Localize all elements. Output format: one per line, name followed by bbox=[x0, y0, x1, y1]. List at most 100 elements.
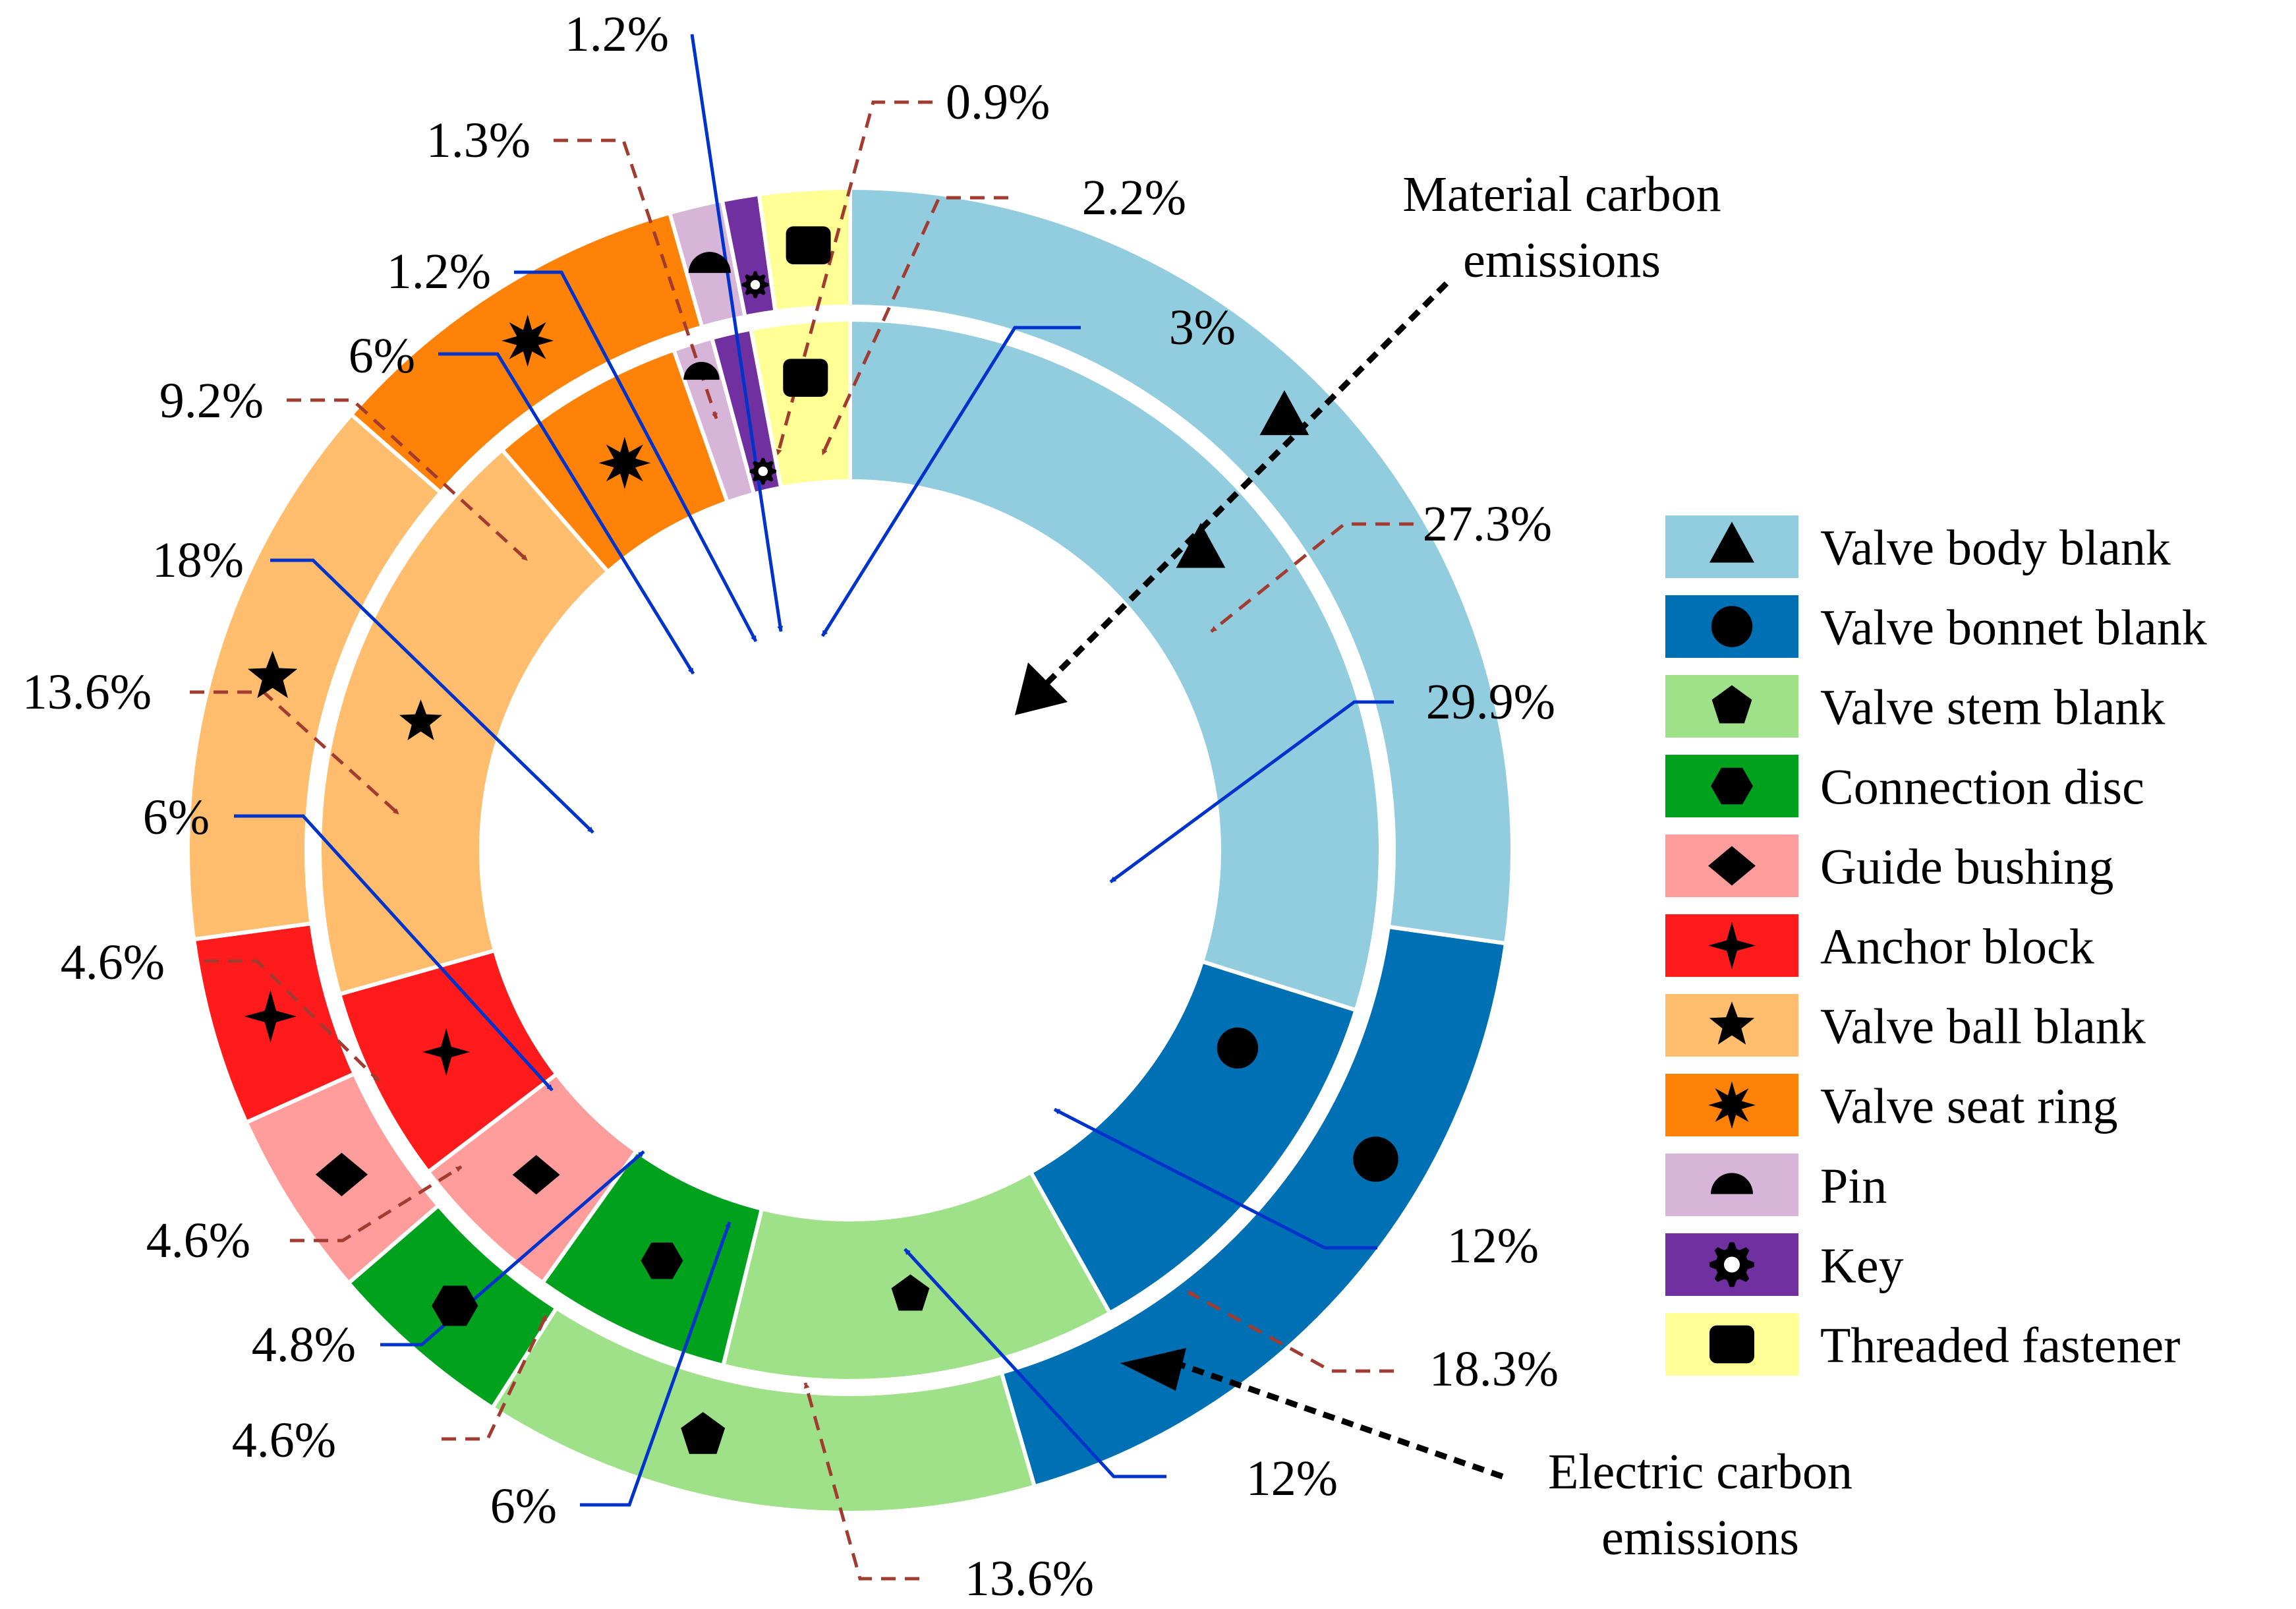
legend-label: Threaded fastener bbox=[1820, 1318, 2180, 1374]
legend-label: Pin bbox=[1820, 1159, 1887, 1214]
legend-item-valve-seat-ring: Valve seat ring bbox=[1665, 1074, 2118, 1136]
legend-item-valve-body-blank: Valve body blank bbox=[1665, 515, 2171, 578]
legend-hexagon-icon bbox=[1711, 767, 1753, 805]
outer-label-valve-bonnet-blank: 18.3% bbox=[1429, 1341, 1559, 1397]
inner-label-threaded-fastener: 3% bbox=[1169, 300, 1236, 355]
inner-label-anchor-block: 6% bbox=[143, 790, 210, 845]
outer-leader-valve-bonnet-blank bbox=[1187, 1290, 1394, 1373]
inner-leader-valve-seat-ring bbox=[438, 352, 695, 675]
inner-valve-bonnet-blank-circle-icon bbox=[1217, 1027, 1259, 1069]
inner-leader-pin bbox=[514, 270, 758, 643]
inner-threaded-fastener-rounded-square-icon bbox=[783, 359, 828, 397]
inner-leader-threaded-fastener bbox=[820, 326, 1081, 637]
legend-label: Guide bushing bbox=[1820, 840, 2113, 895]
legend-item-connection-disc: Connection disc bbox=[1665, 755, 2144, 817]
inner-leader-connection-disc bbox=[580, 1221, 732, 1507]
outer-leader-valve-stem-blank bbox=[803, 1382, 919, 1581]
inner-leader-valve-stem-blank bbox=[904, 1248, 1166, 1478]
legend-four-point-star-icon bbox=[1708, 922, 1756, 970]
material-label-line2: emissions bbox=[1463, 233, 1661, 288]
inner-leader-valve-ball-blank bbox=[270, 558, 594, 834]
inner-slice-valve-body-blank bbox=[848, 317, 1383, 1013]
inner-slice-valve-ball-blank bbox=[318, 447, 611, 997]
outer-leader-valve-seat-ring bbox=[287, 398, 529, 562]
inner-label-valve-seat-ring: 6% bbox=[349, 328, 415, 384]
outer-leader-key bbox=[776, 100, 933, 455]
slice-markers bbox=[244, 226, 1398, 1454]
material-label-line1: Material carbon bbox=[1402, 167, 1721, 222]
electric-pointer bbox=[1178, 1361, 1504, 1480]
legend-circle-icon bbox=[1711, 606, 1753, 647]
electric-arrowhead bbox=[1120, 1348, 1186, 1391]
legend-item-pin: Pin bbox=[1665, 1154, 1887, 1216]
outer-label-connection-disc: 4.6% bbox=[232, 1413, 336, 1468]
inner-label-valve-bonnet-blank: 12% bbox=[1447, 1218, 1539, 1273]
inner-valve-stem-blank-pentagon-icon bbox=[891, 1274, 930, 1311]
inner-guide-bushing-diamond-icon bbox=[512, 1155, 560, 1195]
outer-valve-ball-blank-five-point-star-icon bbox=[247, 651, 298, 699]
inner-valve-ball-blank-five-point-star-icon bbox=[399, 699, 442, 741]
legend-gear-icon bbox=[1709, 1242, 1754, 1287]
outer-label-valve-ball-blank: 13.6% bbox=[22, 664, 152, 720]
inner-label-valve-body-blank: 29.9% bbox=[1426, 674, 1555, 730]
inner-leader-key bbox=[690, 34, 784, 632]
legend: Valve body blank Valve bonnet blank Valve … bbox=[1665, 515, 2207, 1376]
inner-label-connection-disc: 6% bbox=[490, 1478, 557, 1534]
legend-label: Valve seat ring bbox=[1820, 1079, 2118, 1134]
outer-label-valve-seat-ring: 9.2% bbox=[159, 373, 264, 428]
legend-item-valve-stem-blank: Valve stem blank bbox=[1665, 675, 2165, 738]
outer-guide-bushing-diamond-icon bbox=[315, 1152, 368, 1196]
inner-ring bbox=[318, 317, 1383, 1383]
outer-threaded-fastener-rounded-square-icon bbox=[786, 226, 831, 264]
legend-label: Key bbox=[1820, 1239, 1904, 1294]
inner-pin-semicircle-icon bbox=[683, 361, 720, 380]
outer-valve-stem-blank-pentagon-icon bbox=[681, 1412, 726, 1454]
leader-lines bbox=[190, 34, 1414, 1581]
outer-label-valve-body-blank: 27.3% bbox=[1423, 496, 1552, 552]
legend-label: Valve stem blank bbox=[1820, 680, 2165, 736]
legend-item-anchor-block: Anchor block bbox=[1665, 914, 2094, 977]
inner-leader-anchor-block bbox=[234, 814, 554, 1092]
legend-label: Valve bonnet blank bbox=[1820, 600, 2207, 656]
material-arrowhead bbox=[1015, 662, 1068, 715]
outer-label-guide-bushing: 4.6% bbox=[146, 1213, 250, 1268]
electric-annotation: Electric carbon emissions bbox=[1120, 1348, 1852, 1565]
outer-label-pin: 1.3% bbox=[426, 113, 531, 168]
inner-valve-seat-ring-eight-point-star-icon bbox=[598, 436, 651, 489]
outer-label-key: 0.9% bbox=[946, 74, 1050, 130]
legend-semicircle-icon bbox=[1711, 1173, 1753, 1194]
outer-valve-bonnet-blank-circle-icon bbox=[1353, 1136, 1398, 1182]
electric-label-line1: Electric carbon bbox=[1548, 1444, 1852, 1500]
material-annotation: Material carbon emissions bbox=[1015, 167, 1721, 715]
legend-rounded-square-icon bbox=[1709, 1325, 1754, 1364]
inner-leader-valve-bonnet-blank bbox=[1053, 1107, 1377, 1250]
inner-label-valve-ball-blank: 18% bbox=[152, 533, 244, 588]
legend-item-valve-bonnet-blank: Valve bonnet blank bbox=[1665, 595, 2207, 658]
legend-item-valve-ball-blank: Valve ball blank bbox=[1665, 994, 2146, 1057]
outer-anchor-block-four-point-star-icon bbox=[244, 990, 297, 1043]
outer-leader-anchor-block bbox=[204, 959, 380, 1082]
inner-label-key: 1.2% bbox=[565, 7, 669, 62]
outer-valve-body-blank-triangle-icon bbox=[1259, 390, 1309, 436]
legend-five-point-star-icon bbox=[1709, 1001, 1755, 1045]
inner-leader-guide-bushing bbox=[380, 1150, 645, 1347]
legend-item-guide-bushing: Guide bushing bbox=[1665, 834, 2113, 897]
legend-label: Valve ball blank bbox=[1820, 999, 2146, 1055]
legend-eight-point-star-icon bbox=[1708, 1081, 1756, 1129]
legend-triangle-icon bbox=[1709, 521, 1754, 563]
outer-key-gear-icon bbox=[741, 271, 769, 299]
inner-label-guide-bushing: 4.8% bbox=[252, 1317, 356, 1372]
inner-label-valve-stem-blank: 12% bbox=[1246, 1451, 1338, 1506]
inner-connection-disc-hexagon-icon bbox=[641, 1242, 683, 1279]
legend-item-key: Key bbox=[1665, 1233, 1904, 1296]
inner-valve-body-blank-triangle-icon bbox=[1176, 523, 1226, 568]
legend-pentagon-icon bbox=[1711, 685, 1752, 724]
outer-ring bbox=[186, 185, 1514, 1515]
outer-pin-semicircle-icon bbox=[688, 252, 731, 274]
outer-slice-valve-body-blank bbox=[848, 185, 1514, 946]
data-labels: 27.3%29.9%12%18.3%12%13.6%6%4.6%4.8%4.6%… bbox=[22, 7, 1559, 1606]
outer-label-threaded-fastener: 2.2% bbox=[1082, 170, 1186, 225]
outer-label-valve-stem-blank: 13.6% bbox=[965, 1551, 1094, 1606]
electric-label-line2: emissions bbox=[1601, 1510, 1799, 1565]
legend-label: Valve body blank bbox=[1820, 521, 2171, 576]
